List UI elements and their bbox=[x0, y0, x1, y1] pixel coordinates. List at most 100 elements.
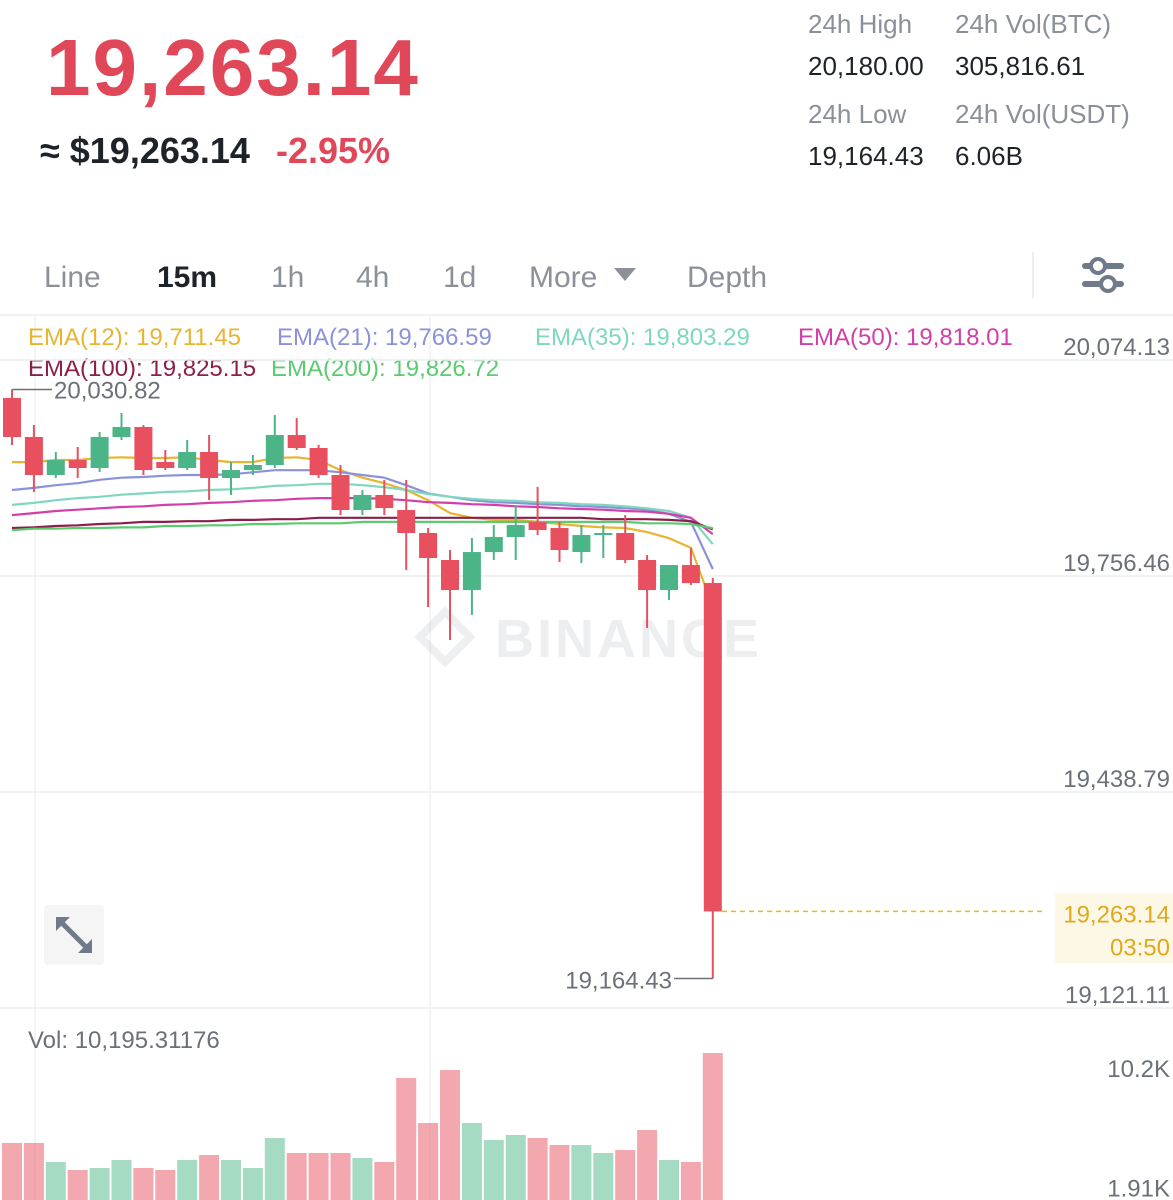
volume-bar bbox=[549, 1144, 570, 1200]
candle-body bbox=[528, 522, 547, 531]
watermark-logo bbox=[414, 606, 476, 668]
ema-legend: EMA(50): 19,818.01 bbox=[798, 324, 1013, 351]
candle-body bbox=[484, 537, 503, 553]
dropdown-arrow bbox=[614, 268, 636, 281]
stat-value: 305,816.61 bbox=[955, 51, 1085, 81]
stat-label: 24h High bbox=[808, 9, 912, 39]
y-tick-label: 19,438.79 bbox=[1063, 766, 1170, 793]
candle-body bbox=[265, 435, 284, 466]
tab[interactable]: 15m bbox=[157, 261, 217, 294]
volume-bar bbox=[133, 1167, 154, 1200]
candle-body bbox=[243, 465, 262, 471]
candle-body bbox=[178, 452, 197, 468]
countdown: 03:50 bbox=[1110, 934, 1170, 961]
volume-tick-label: 10.2K bbox=[1107, 1056, 1170, 1083]
expand-arrows bbox=[56, 917, 92, 953]
ema-legend: EMA(12): 19,711.45 bbox=[28, 324, 241, 351]
stat-value: 6.06B bbox=[955, 141, 1023, 171]
volume-bar bbox=[111, 1160, 132, 1200]
approx-price: ≈ $19,263.14 bbox=[40, 130, 250, 171]
volume-bar bbox=[396, 1077, 417, 1200]
y-tick-label: 20,074.13 bbox=[1063, 334, 1170, 361]
candle-body bbox=[24, 436, 43, 475]
candle-body bbox=[550, 528, 569, 550]
candle-body bbox=[397, 510, 416, 533]
ema-legend: EMA(35): 19,803.29 bbox=[535, 324, 750, 351]
candle-body bbox=[287, 435, 306, 449]
watermark: BINANCE bbox=[495, 609, 762, 669]
y-tick-label: 19,121.11 bbox=[1065, 982, 1170, 1009]
candle-body bbox=[572, 535, 591, 553]
candle-body bbox=[462, 552, 481, 591]
ema-line bbox=[11, 520, 714, 532]
last-price-label: 19,263.14 bbox=[1063, 901, 1170, 928]
ema-line bbox=[11, 469, 714, 570]
volume-bar bbox=[45, 1161, 66, 1200]
last-price-tag bbox=[1055, 893, 1173, 964]
expand-button[interactable] bbox=[44, 905, 104, 965]
volume-bar bbox=[571, 1144, 592, 1200]
candle-body bbox=[506, 525, 525, 538]
tab[interactable]: 4h bbox=[356, 261, 389, 294]
candle-body bbox=[660, 565, 678, 591]
volume-bar bbox=[23, 1142, 44, 1200]
candle-body bbox=[638, 559, 657, 591]
max-label: 20,030.82 bbox=[54, 377, 161, 404]
volume-bar bbox=[418, 1122, 439, 1200]
price-change: -2.95% bbox=[276, 130, 390, 171]
volume-tick-label: 1.91K bbox=[1107, 1175, 1170, 1200]
tab[interactable]: 1d bbox=[443, 261, 476, 294]
volume-bar bbox=[440, 1069, 460, 1200]
candle-body bbox=[3, 398, 21, 437]
stat-label: 24h Vol(BTC) bbox=[955, 9, 1111, 39]
volume-bar bbox=[615, 1149, 636, 1200]
ema-line bbox=[11, 516, 714, 531]
candle-body bbox=[616, 532, 635, 560]
volume-bar bbox=[527, 1138, 548, 1200]
volume-bar bbox=[352, 1158, 373, 1200]
stat-label: 24h Vol(USDT) bbox=[955, 99, 1130, 129]
candle-body bbox=[353, 494, 372, 511]
ema-legend: EMA(200): 19,826.72 bbox=[271, 355, 499, 382]
candle-body bbox=[68, 460, 87, 468]
candle-body bbox=[441, 559, 459, 591]
volume-bar bbox=[177, 1160, 198, 1200]
candle-body bbox=[156, 462, 175, 468]
min-label: 19,164.43 bbox=[565, 968, 672, 995]
volume-bar bbox=[374, 1161, 395, 1200]
candle-body bbox=[681, 565, 700, 584]
volume-bar bbox=[155, 1169, 176, 1200]
settings-button[interactable] bbox=[1082, 257, 1124, 293]
ema-line bbox=[11, 482, 714, 545]
tab[interactable]: More bbox=[529, 261, 597, 294]
ema-legend: EMA(21): 19,766.59 bbox=[277, 324, 492, 351]
volume-bar bbox=[505, 1135, 526, 1200]
y-tick-label: 19,756.46 bbox=[1063, 550, 1170, 577]
volume-bar bbox=[330, 1152, 351, 1200]
tab[interactable]: Depth bbox=[687, 261, 767, 294]
volume-bar bbox=[593, 1152, 614, 1200]
slider-knob bbox=[1089, 257, 1107, 275]
volume-bar bbox=[264, 1138, 285, 1200]
volume-bar bbox=[483, 1139, 504, 1200]
tab[interactable]: 1h bbox=[271, 261, 304, 294]
candle-body bbox=[703, 583, 722, 912]
candle-body bbox=[309, 448, 328, 475]
volume-bar bbox=[659, 1160, 679, 1200]
volume-bar bbox=[702, 1053, 723, 1200]
candle-body bbox=[331, 474, 350, 511]
volume-bar bbox=[286, 1152, 307, 1200]
candle-body bbox=[112, 426, 131, 437]
volume-bar bbox=[221, 1160, 241, 1200]
ema-line bbox=[12, 456, 714, 607]
volume-bar bbox=[308, 1152, 329, 1200]
volume-bar bbox=[637, 1130, 658, 1200]
tab[interactable]: Line bbox=[44, 261, 101, 294]
candle-body bbox=[419, 532, 438, 559]
volume-bar bbox=[242, 1167, 263, 1200]
stat-value: 20,180.00 bbox=[808, 51, 924, 81]
slider-knob bbox=[1099, 275, 1117, 293]
volume-bar bbox=[67, 1169, 88, 1200]
candle-body bbox=[200, 452, 219, 478]
